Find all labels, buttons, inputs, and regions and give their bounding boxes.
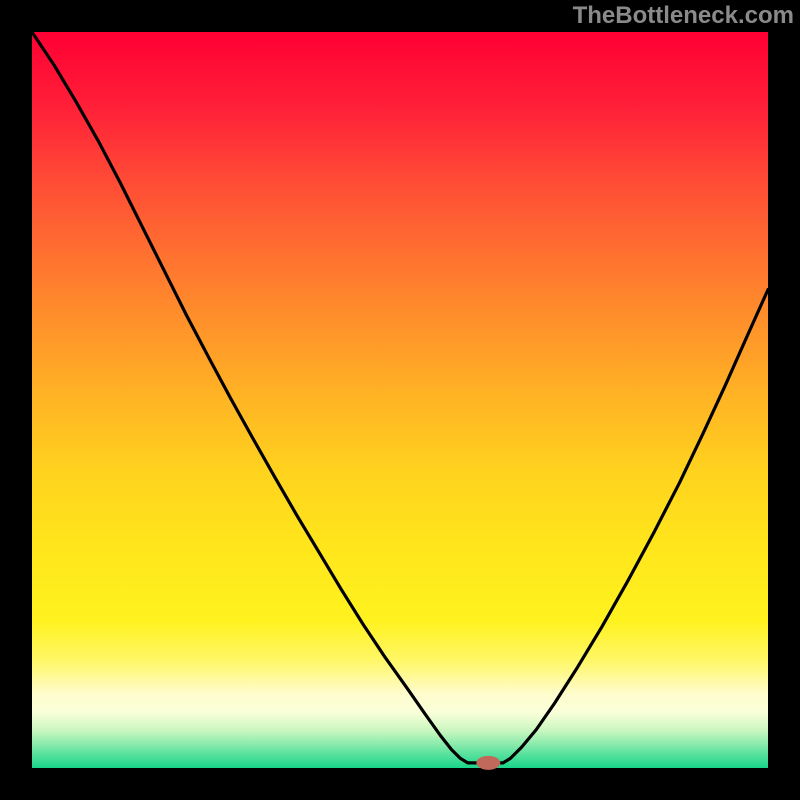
plot-background [32,32,768,768]
optimal-marker [476,756,500,770]
bottleneck-chart [0,0,800,800]
chart-container: TheBottleneck.com [0,0,800,800]
watermark-text: TheBottleneck.com [573,2,794,30]
